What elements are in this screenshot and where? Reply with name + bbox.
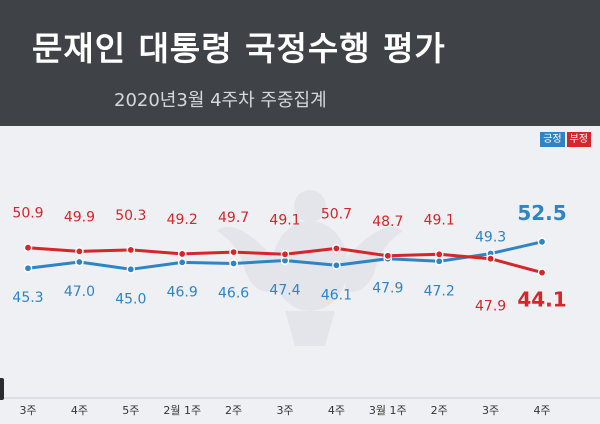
- legend-negative: 부정: [566, 132, 591, 147]
- data-point-negative: [75, 247, 84, 256]
- data-label-negative: 44.1: [517, 288, 566, 312]
- x-tick-label: 2월 1주: [163, 404, 201, 417]
- data-point-positive: [23, 263, 33, 273]
- legend: 긍정 부정: [540, 132, 591, 147]
- data-point-positive: [229, 259, 238, 268]
- data-point-positive: [126, 265, 136, 274]
- x-tick-label: 3월 1주: [369, 404, 407, 417]
- x-tick-label: 2주: [431, 404, 448, 417]
- data-label-negative: 49.1: [269, 212, 300, 228]
- data-point-negative: [280, 249, 290, 259]
- data-label-positive: 52.5: [517, 201, 566, 225]
- x-tick-label: 3주: [276, 404, 293, 417]
- data-point-negative: [537, 268, 547, 277]
- x-tick-label: 2주: [225, 404, 242, 417]
- data-point-negative: [177, 249, 187, 259]
- header-banner: 문재인 대통령 국정수행 평가 2020년3월 4주차 주중집계: [0, 0, 600, 126]
- legend-positive: 긍정: [540, 132, 565, 147]
- data-label-positive: 47.4: [269, 283, 300, 299]
- data-point-negative: [434, 249, 444, 259]
- data-label-negative: 47.9: [475, 299, 506, 315]
- data-point-positive: [537, 237, 547, 247]
- x-tick-label: 4주: [533, 404, 550, 417]
- data-label-positive: 49.3: [475, 230, 506, 246]
- x-tick-label: 4주: [71, 404, 88, 417]
- data-label-positive: 46.9: [167, 284, 198, 300]
- data-label-positive: 47.9: [372, 281, 403, 297]
- page-subtitle: 2020년3월 4주차 주중집계: [114, 90, 327, 111]
- data-label-negative: 49.9: [64, 209, 95, 225]
- data-point-positive: [177, 258, 187, 267]
- plot-area: [0, 126, 600, 424]
- x-tick-label: 3주: [482, 404, 499, 417]
- data-point-negative: [486, 254, 495, 264]
- data-point-negative: [23, 243, 33, 252]
- data-point-positive: [332, 260, 341, 270]
- data-point-negative: [229, 247, 238, 257]
- data-label-negative: 50.3: [115, 208, 146, 224]
- scroll-handle[interactable]: [0, 378, 4, 400]
- data-label-negative: 49.1: [424, 212, 455, 228]
- data-label-positive: 47.0: [64, 284, 95, 300]
- data-label-positive: 46.1: [321, 287, 352, 303]
- x-tick-label: 3주: [19, 404, 36, 417]
- data-point-positive: [434, 256, 444, 266]
- data-point-positive: [75, 257, 84, 267]
- data-label-positive: 46.6: [218, 285, 249, 301]
- data-label-positive: 45.3: [12, 290, 43, 306]
- page-title: 문재인 대통령 국정수행 평가: [32, 29, 446, 68]
- x-tick-label: 4주: [328, 404, 345, 417]
- data-label-negative: 50.9: [12, 206, 43, 222]
- data-label-negative: 50.7: [321, 206, 352, 222]
- data-label-positive: 47.2: [424, 283, 455, 299]
- x-tick-label: 5주: [122, 404, 139, 417]
- data-label-negative: 49.7: [218, 210, 249, 226]
- data-label-negative: 48.7: [372, 214, 403, 230]
- data-point-negative: [332, 244, 341, 253]
- data-label-negative: 49.2: [167, 212, 198, 228]
- data-point-negative: [383, 251, 393, 261]
- data-label-positive: 45.0: [115, 291, 146, 307]
- data-point-negative: [126, 245, 136, 255]
